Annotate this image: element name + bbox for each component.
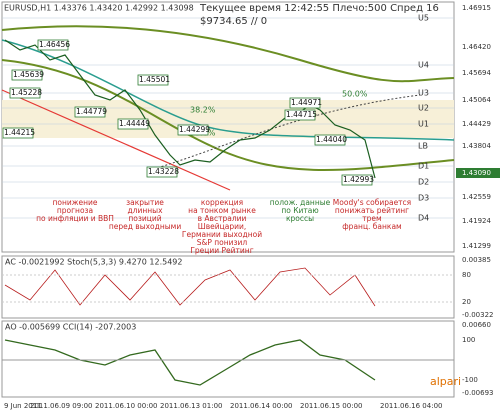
level-label: U3 xyxy=(418,89,429,98)
level-label: D1 xyxy=(418,162,429,171)
price-axis-label: 1.42559 xyxy=(462,193,491,201)
price-axis-label: 1.45064 xyxy=(462,96,491,104)
ao-axis-label: 100 xyxy=(462,336,475,344)
ao-label: AO -0.005699 CCI(14) -207.2003 xyxy=(5,323,136,332)
ac-frame xyxy=(1,255,455,319)
annotation: Швейцарии, xyxy=(198,222,247,231)
price-box xyxy=(37,39,69,51)
price-box-label: 1.43228 xyxy=(148,167,179,176)
price-box xyxy=(284,109,316,121)
logo: alpari xyxy=(430,375,461,388)
price-box-label: 1.46456 xyxy=(39,40,70,49)
price-axis-label: 1.41299 xyxy=(462,242,491,250)
price-box xyxy=(9,87,41,99)
price-axis-label: 1.43804 xyxy=(462,142,491,150)
balance: $9734.65 // 0 xyxy=(200,16,267,27)
price-box xyxy=(341,174,373,186)
ac-axis-label: 80 xyxy=(462,271,471,279)
price-box-label: 1.42993 xyxy=(343,175,374,184)
ao-axis-label: -0.00693 xyxy=(462,389,493,397)
price-box xyxy=(177,124,209,136)
annotation: длинных xyxy=(127,206,163,215)
labels: EURUSD,H1 1.43376 1.43420 1.42992 1.4309… xyxy=(4,3,461,388)
date-label: 9 Jun 2011 xyxy=(4,402,42,410)
annotation: понижение xyxy=(52,198,97,207)
annotation: закрытие xyxy=(126,198,164,207)
fib-label: 50.0% xyxy=(342,90,368,99)
price-axis-label: 1.46915 xyxy=(462,4,491,12)
annotation: прогноза xyxy=(57,206,93,215)
annotation: полож. данные xyxy=(270,198,331,207)
annotation: Moody's собирается xyxy=(333,198,411,207)
level-label: U5 xyxy=(418,14,429,23)
price-axis-label: 1.45694 xyxy=(462,69,491,77)
price-box xyxy=(314,134,346,146)
price-box-label: 1.44299 xyxy=(179,125,210,134)
annotation: кроссы xyxy=(286,214,314,223)
level-label: D2 xyxy=(418,178,429,187)
price-box xyxy=(146,166,178,178)
fib-label: 38.2% xyxy=(190,106,216,115)
level-label: D3 xyxy=(418,194,429,203)
price-axis-label: 1.41924 xyxy=(462,217,491,225)
price-box-label: 1.44715 xyxy=(286,110,317,119)
price-axis-label: 1.43090 xyxy=(462,169,491,177)
symbol: EURUSD,H1 1.43376 1.43420 1.42992 1.4309… xyxy=(4,4,194,13)
current-price-marker xyxy=(456,168,500,178)
ao-axis-label: 0.00660 xyxy=(462,321,491,329)
date-label: 2011.06.14 00:00 xyxy=(230,402,292,410)
annotation: франц. банкам xyxy=(342,222,401,231)
status: Текущее время 12:42:55 Плечо:500 Спред 1… xyxy=(199,3,439,14)
ac-label: AC -0.0021992 Stoch(5,3,3) 9.4270 12.549… xyxy=(5,258,183,267)
ac-oscillator xyxy=(4,267,376,307)
ac-axis-label: -0.00322 xyxy=(462,311,493,319)
price-box xyxy=(137,74,169,86)
level-label: U1 xyxy=(418,120,429,129)
price-box xyxy=(11,69,43,81)
annotation: перед выходными xyxy=(109,222,182,231)
price-box-label: 1.44779 xyxy=(76,107,107,116)
price-box xyxy=(74,106,106,118)
ao-axis-label: -100 xyxy=(462,376,478,384)
date-label: 2011.06.10 00:00 xyxy=(95,402,157,410)
price-box-label: 1.44971 xyxy=(291,98,322,107)
annotation: Греции Рейтинг xyxy=(190,246,253,255)
date-label: 2011.06.15 00:00 xyxy=(300,402,362,410)
price-box xyxy=(2,127,34,139)
channel-band xyxy=(2,100,454,138)
price-axis-label: 1.46420 xyxy=(462,43,491,51)
cci-line xyxy=(4,339,376,386)
price-box xyxy=(117,118,149,130)
price-axis-label: 1.44429 xyxy=(462,120,491,128)
price-box-label: 1.45228 xyxy=(11,88,42,97)
date-label: 2011.06.09 09:00 xyxy=(30,402,92,410)
annotation: понижать рейтинг xyxy=(335,206,409,215)
level-label: D4 xyxy=(418,214,429,223)
annotation: S&P понизил xyxy=(197,238,248,247)
ac-axis-label: 20 xyxy=(462,298,471,306)
level-label: U2 xyxy=(418,104,429,113)
level-label: LB xyxy=(418,142,428,151)
annotation: коррекция xyxy=(201,198,243,207)
annotation: на тонком рынке xyxy=(188,206,256,215)
annotation: Германии выходной xyxy=(182,230,262,239)
price-box-label: 1.44215 xyxy=(4,128,35,137)
price-box-label: 1.45639 xyxy=(13,70,44,79)
annotation: позиций xyxy=(128,214,161,223)
price-box-label: 1.45501 xyxy=(139,75,170,84)
annotation: трем xyxy=(362,214,381,223)
price-box xyxy=(289,97,321,109)
annotation: по инфляции и ВВП xyxy=(36,214,114,223)
ao-frame xyxy=(1,320,455,398)
annotation: по Китаю xyxy=(281,206,318,215)
level-label: U4 xyxy=(418,61,429,70)
annotation: в Австралии xyxy=(198,214,247,223)
date-label: 2011.06.16 04:00 xyxy=(380,402,442,410)
date-label: 2011.06.13 01:00 xyxy=(160,402,222,410)
price-box-label: 1.44449 xyxy=(119,119,150,128)
ac-axis-label: 0.00385 xyxy=(462,256,491,264)
price-box-label: 1.44040 xyxy=(316,135,347,144)
